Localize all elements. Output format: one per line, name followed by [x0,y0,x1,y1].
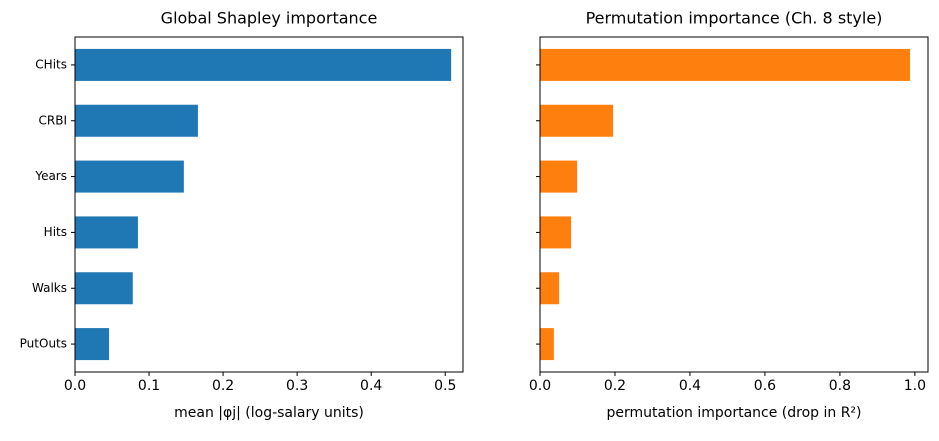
x-tick-label: 0.4 [679,378,701,394]
x-tick-label: 0.6 [754,378,776,394]
y-tick-label: PutOuts [20,337,67,351]
x-tick-label: 0.2 [212,378,234,394]
axes-frame [539,36,929,373]
bar [75,160,184,193]
x-tick-label: 0.0 [529,378,551,394]
chart-title: Permutation importance (Ch. 8 style) [586,9,883,28]
bar [540,328,554,361]
x-tick-label: 0.1 [138,378,160,394]
y-tick-label: Years [34,169,67,183]
chart-title: Global Shapley importance [161,9,378,28]
x-tick-label: 0.5 [434,378,456,394]
x-tick-label: 0.3 [286,378,308,394]
bar [75,48,452,81]
y-tick-label: Walks [32,281,67,295]
bar [540,272,560,305]
x-tick-label: 0.8 [829,378,851,394]
y-tick-label: CHits [35,57,67,71]
bar [540,216,572,249]
y-tick-label: CRBI [39,113,68,127]
bar [540,48,911,81]
bar [75,328,110,361]
x-tick-label: 1.0 [904,378,926,394]
y-tick-label: Hits [44,225,67,239]
x-axis-label: permutation importance (drop in R²) [606,405,861,421]
x-tick-label: 0.0 [64,378,86,394]
bar [540,104,614,137]
x-tick-label: 0.2 [604,378,626,394]
bar [540,160,578,193]
bar [75,272,133,305]
x-axis-label: mean |φj| (log-salary units) [174,405,364,421]
bar [75,216,138,249]
x-tick-label: 0.4 [360,378,382,394]
bar [75,104,198,137]
axes-frame [74,36,464,373]
